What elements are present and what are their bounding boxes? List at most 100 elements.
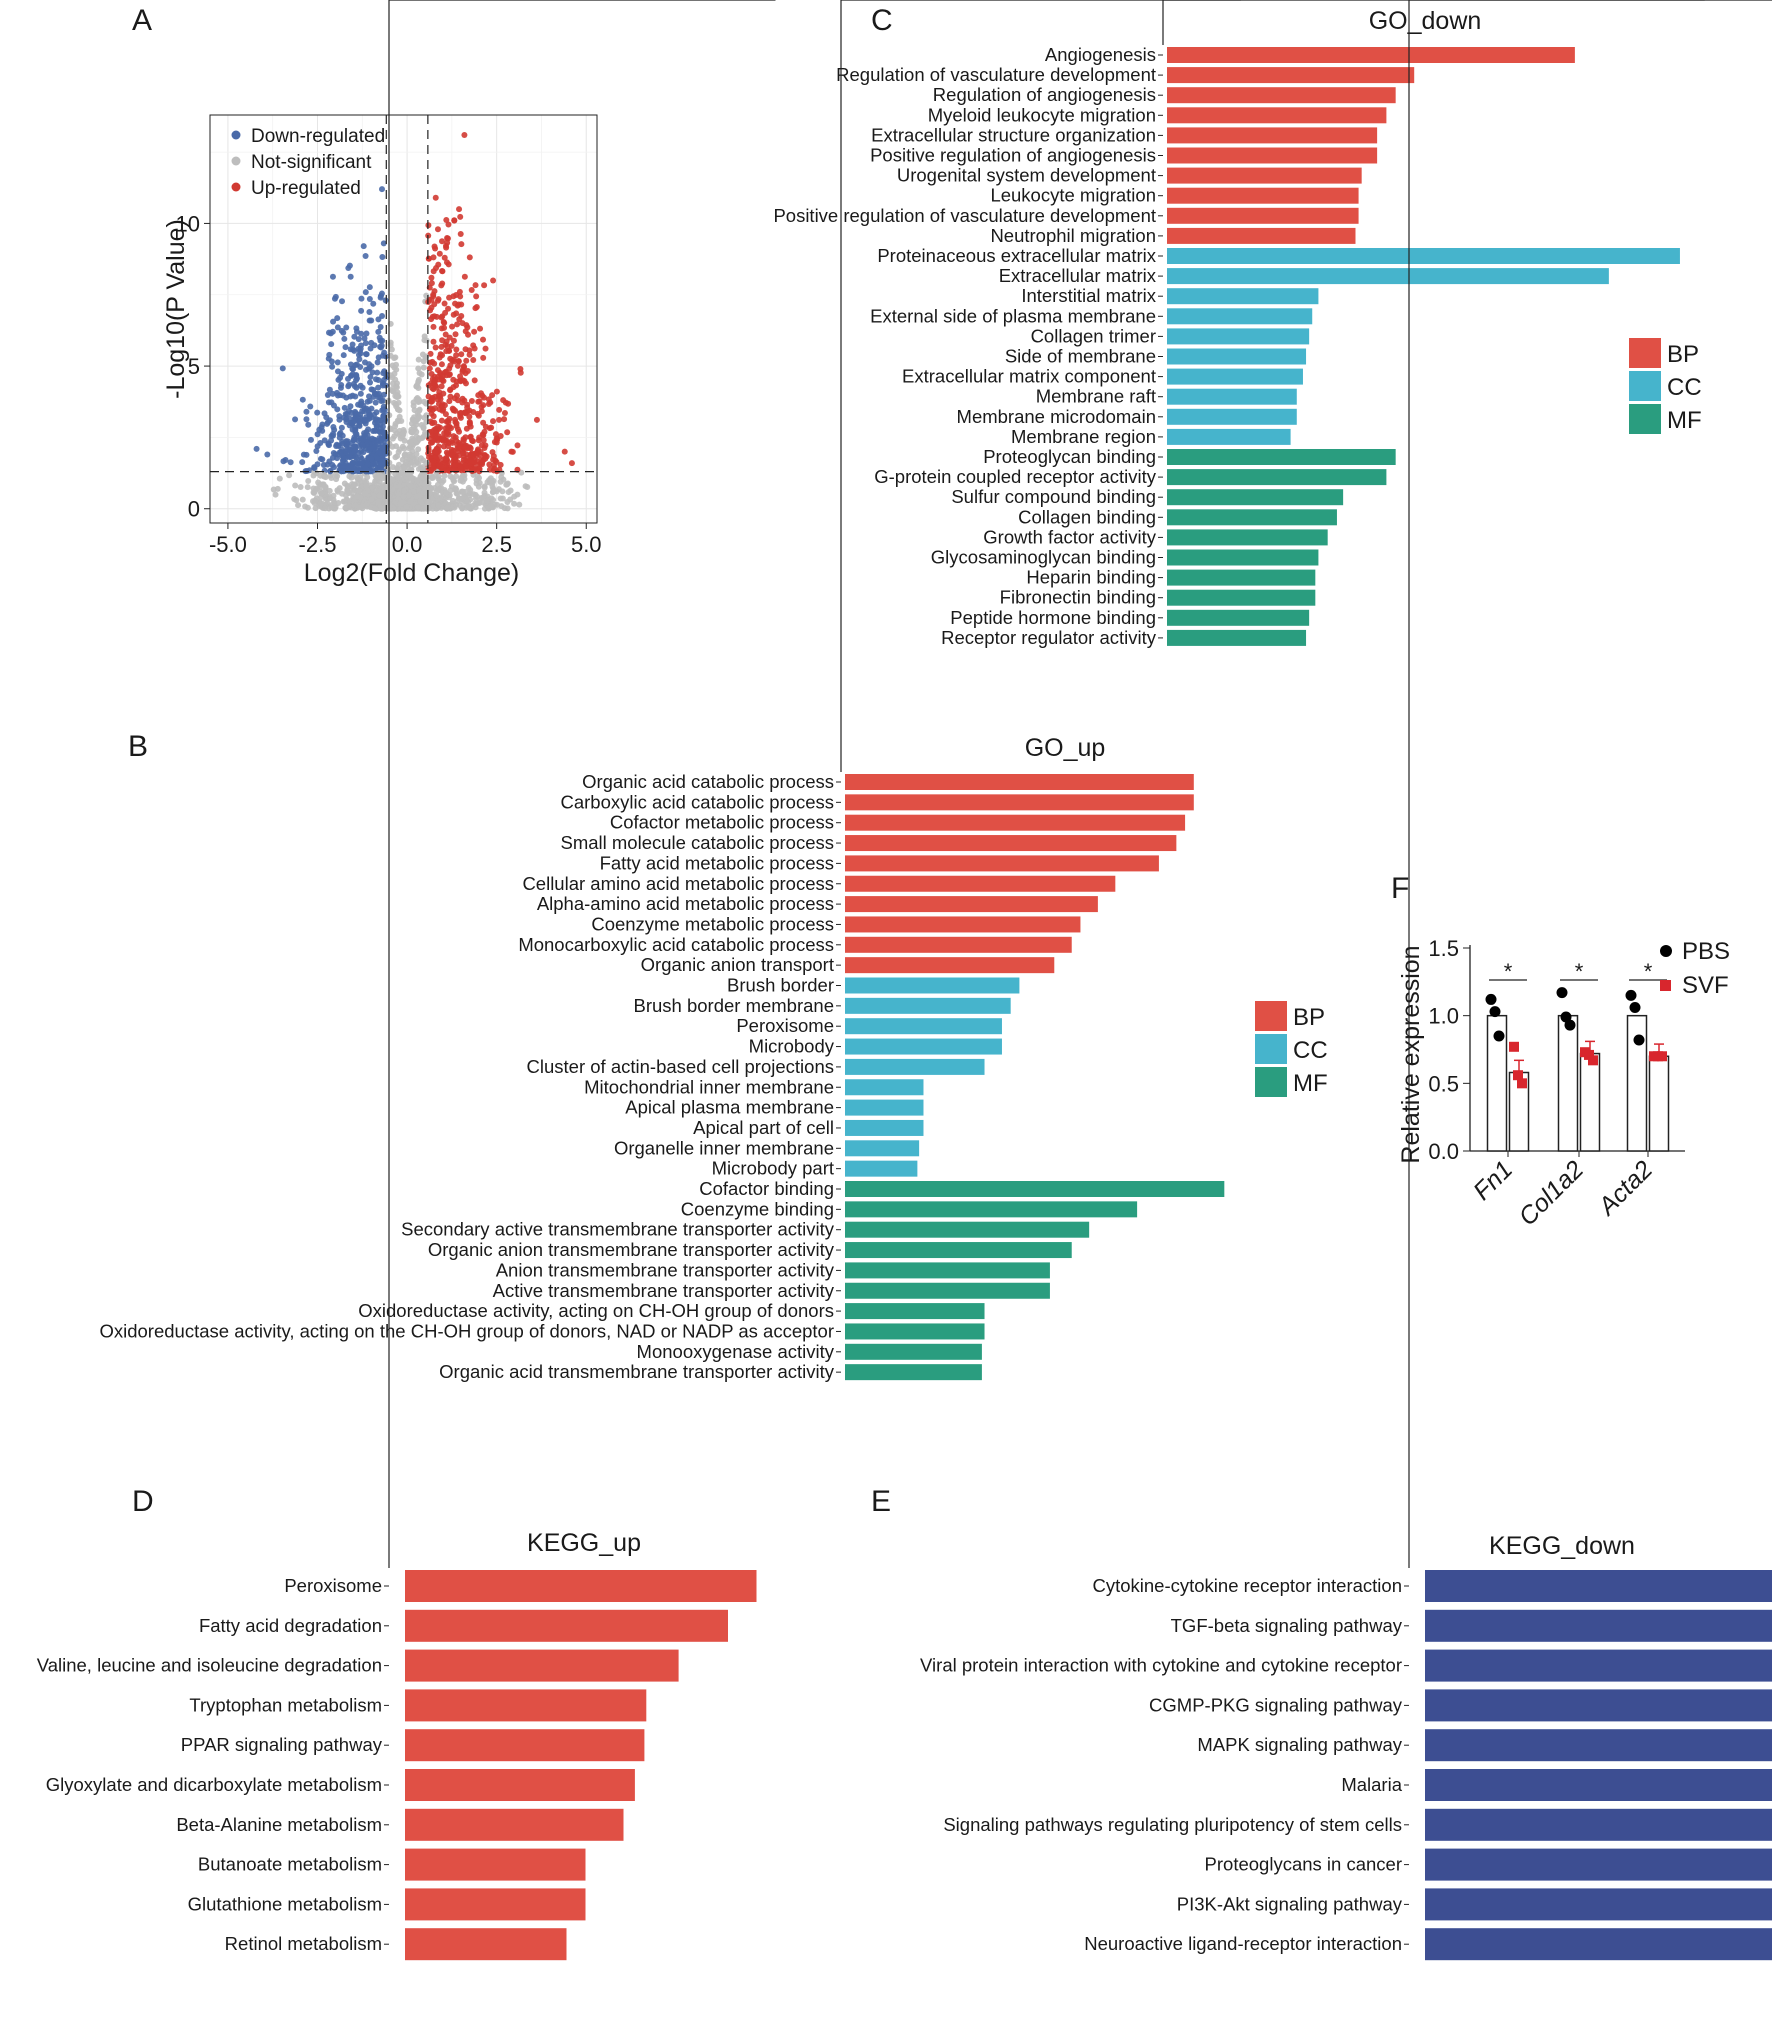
point-ns [355, 487, 362, 494]
point-down [330, 318, 337, 325]
point-down [366, 393, 373, 400]
point-down [363, 351, 370, 358]
point-down [343, 324, 350, 331]
point-up [456, 206, 463, 213]
category-label: Membrane microdomain [957, 406, 1156, 427]
category-label: Receptor regulator activity [941, 627, 1157, 648]
point-ns [395, 474, 402, 481]
point-up [443, 244, 450, 251]
category-label: Angiogenesis [1045, 44, 1156, 65]
point-ns [364, 500, 371, 507]
point-up [481, 394, 488, 401]
point-down [345, 462, 352, 469]
point-down [325, 440, 332, 447]
x-tick-label: 20 [1007, 0, 1031, 5]
point-ns [460, 494, 467, 501]
point-up [466, 413, 473, 420]
legend-label: MF [1667, 407, 1702, 434]
point-ns [420, 358, 427, 365]
point-down [335, 376, 342, 383]
point-ns [504, 499, 511, 506]
point-up [441, 254, 448, 261]
category-label: Acta2 [1592, 1155, 1658, 1221]
point-up [471, 345, 478, 352]
bar [1167, 609, 1310, 626]
y-axis-label: -Log10(P Value) [162, 219, 190, 399]
point-ns [399, 456, 406, 463]
point-down [334, 324, 341, 331]
bar [1626, 1014, 1648, 1152]
bar [845, 1221, 1090, 1238]
point-down [380, 397, 387, 404]
point-down [348, 409, 355, 416]
point-down [358, 307, 365, 314]
point-ns [420, 433, 427, 440]
category-label: Extracellular matrix component [902, 366, 1156, 387]
category-label: Brush border membrane [633, 995, 834, 1016]
point-down [362, 465, 369, 472]
category-label: Glycosaminoglycan binding [931, 547, 1156, 568]
point-up [491, 438, 498, 445]
bar [1648, 1055, 1670, 1152]
point-down [316, 426, 323, 433]
legend-label: BP [1667, 341, 1699, 368]
point-down [360, 402, 367, 409]
point-up [444, 343, 451, 350]
point-up [453, 382, 460, 389]
point-up [438, 314, 445, 321]
point-up [453, 310, 460, 317]
point-down [366, 446, 373, 453]
point-up [489, 392, 496, 399]
point-down [329, 363, 336, 370]
point-up [459, 366, 466, 373]
point-up [497, 461, 504, 468]
bar [1425, 1928, 1772, 1961]
x-tick-label: -2.5 [299, 532, 337, 557]
point-up [446, 334, 453, 341]
point-up [445, 261, 452, 268]
x-axis-label: Log2(Fold Change) [304, 559, 519, 587]
point-up [480, 354, 487, 361]
point-ns [434, 481, 441, 488]
point-ns [394, 392, 401, 399]
point-up [475, 446, 482, 453]
bar [1167, 328, 1310, 345]
point-down [307, 403, 314, 410]
category-label: CGMP-PKG signaling pathway [1149, 1694, 1403, 1715]
point-ns [403, 503, 410, 510]
point-up [490, 277, 497, 284]
x-tick-label: 15 [1618, 0, 1642, 5]
point-down [349, 341, 356, 348]
point-down [379, 186, 385, 193]
bar [405, 1928, 567, 1961]
point-up [466, 347, 473, 354]
point-down [374, 369, 381, 376]
point-down [336, 462, 343, 469]
bar [1167, 288, 1319, 305]
legend-marker [1660, 945, 1672, 957]
y-tick-label: 1.0 [1428, 1004, 1459, 1029]
point-up [430, 268, 437, 275]
chart-title: KEGG_down [1489, 1532, 1635, 1560]
point-up [508, 448, 515, 455]
point-ns [449, 497, 456, 504]
legend-swatch [1629, 404, 1661, 434]
point-up [463, 442, 470, 449]
point-up [455, 452, 462, 459]
bar [1167, 629, 1307, 646]
point-up [476, 434, 483, 441]
bar [845, 1364, 982, 1381]
point-down [353, 377, 360, 384]
point-up [441, 324, 448, 331]
point-up [482, 345, 489, 352]
point-down [341, 404, 348, 411]
bar [845, 1303, 985, 1320]
point-ns [421, 481, 428, 488]
point-up [501, 416, 508, 423]
bar [1579, 1052, 1601, 1152]
point-up [429, 376, 436, 383]
x-tick-label: 2 [1748, 0, 1760, 5]
category-label: Coenzyme binding [681, 1198, 834, 1219]
point-ns [427, 484, 434, 491]
category-label: Extracellular matrix [999, 265, 1157, 286]
